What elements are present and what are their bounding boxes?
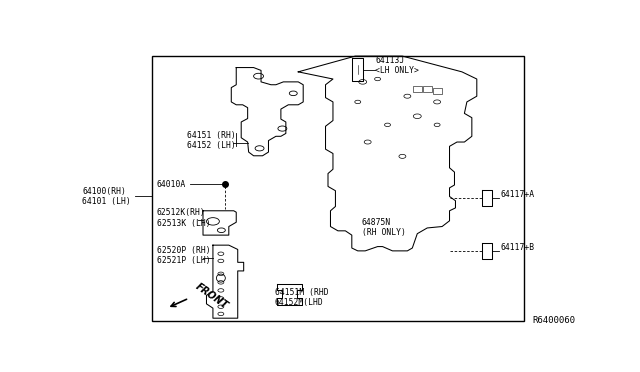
Text: 62520P (RH)
62521P (LH): 62520P (RH) 62521P (LH)	[157, 246, 211, 266]
Text: 64010A: 64010A	[157, 180, 186, 189]
Bar	[433, 89, 442, 94]
Text: FRONT: FRONT	[194, 281, 230, 311]
Text: 64117+A: 64117+A	[500, 190, 535, 199]
Text: 64151 (RH)
64152 (LH): 64151 (RH) 64152 (LH)	[187, 131, 236, 150]
Text: 64113J
<LH ONLY>: 64113J <LH ONLY>	[375, 56, 419, 75]
Text: 64151M (RHD
64152M(LHD: 64151M (RHD 64152M(LHD	[275, 288, 328, 307]
Bar	[413, 86, 422, 92]
Text: 62512K(RH)
62513K (LH): 62512K(RH) 62513K (LH)	[157, 208, 211, 228]
Text: 64100(RH)
64101 (LH): 64100(RH) 64101 (LH)	[83, 187, 131, 206]
Text: R6400060: R6400060	[532, 316, 575, 326]
Bar	[423, 86, 431, 92]
Bar	[152, 56, 524, 321]
Text: 64117+B: 64117+B	[500, 243, 535, 252]
Text: 64875N
(RH ONLY): 64875N (RH ONLY)	[362, 218, 406, 237]
